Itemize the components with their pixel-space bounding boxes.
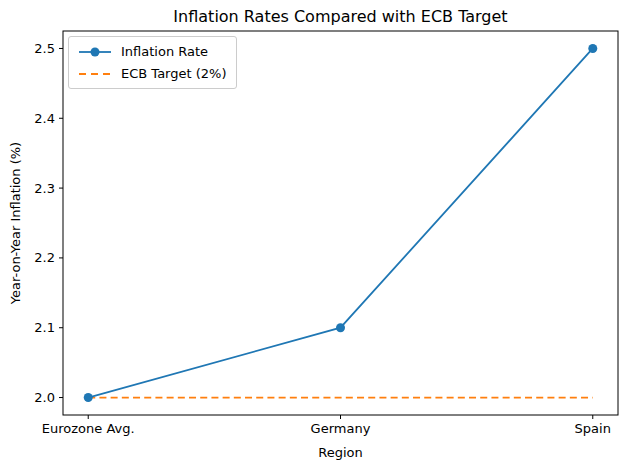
- y-tick-label: 2.2: [34, 250, 55, 265]
- x-tick-label: Germany: [311, 421, 371, 436]
- legend: Inflation Rate ECB Target (2%): [68, 36, 237, 89]
- y-tick-label: 2.5: [34, 41, 55, 56]
- ecb-target-line-sample: [78, 67, 112, 81]
- x-tick-label: Eurozone Avg.: [42, 421, 135, 436]
- x-axis-label: Region: [63, 445, 618, 460]
- inflation-rate-data-point-marker: [84, 393, 93, 402]
- inflation-rate-data-point-marker: [336, 323, 345, 332]
- legend-item-inflation-rate: Inflation Rate: [78, 44, 226, 59]
- inflation-rate-line-sample: [78, 45, 112, 59]
- y-tick-label: 2.3: [34, 181, 55, 196]
- legend-label-ecb-target: ECB Target (2%): [121, 66, 226, 81]
- y-tick-label: 2.1: [34, 320, 55, 335]
- y-tick-label: 2.4: [34, 111, 55, 126]
- legend-item-ecb-target: ECB Target (2%): [78, 66, 226, 81]
- inflation-rate-data-point-marker: [588, 44, 597, 53]
- inflation-rate-line: [88, 48, 593, 397]
- x-tick-label: Spain: [575, 421, 611, 436]
- figure: Inflation Rates Compared with ECB Target…: [0, 0, 630, 470]
- legend-label-inflation-rate: Inflation Rate: [121, 44, 208, 59]
- y-tick-label: 2.0: [34, 390, 55, 405]
